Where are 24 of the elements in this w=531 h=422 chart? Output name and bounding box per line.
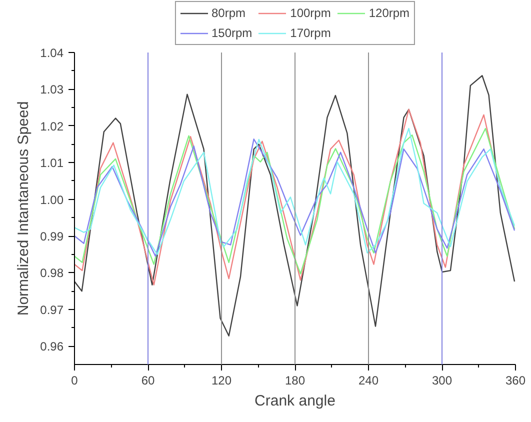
x-tick-label: 240 xyxy=(358,374,379,388)
x-tick-label: 60 xyxy=(141,374,155,388)
x-tick-label: 300 xyxy=(432,374,452,388)
y-tick-label: 1.04 xyxy=(40,46,64,60)
y-tick-label: 0.99 xyxy=(40,230,64,244)
legend-label: 170rpm xyxy=(290,26,331,40)
x-axis-title: Crank angle xyxy=(254,392,336,410)
x-tick-label: 360 xyxy=(505,374,526,388)
legend-label: 150rpm xyxy=(211,26,252,40)
y-tick-label: 0.96 xyxy=(40,340,64,354)
y-tick-label: 0.97 xyxy=(40,302,64,317)
legend-label: 100rpm xyxy=(290,6,331,20)
x-tick-label: 120 xyxy=(211,374,232,388)
y-tick-label: 1.02 xyxy=(40,119,64,134)
y-tick-label: 1.01 xyxy=(40,156,64,170)
y-tick-label: 0.98 xyxy=(40,266,64,280)
line-series xyxy=(74,75,516,336)
legend-label: 80rpm xyxy=(211,6,246,20)
y-axis-title: Normalized Intantaneous Speed xyxy=(15,101,32,316)
x-tick-label: 180 xyxy=(284,374,306,388)
y-tick-label: 1.03 xyxy=(40,82,64,97)
legend-label: 120rpm xyxy=(368,6,410,20)
y-tick-label: 1.00 xyxy=(40,192,64,207)
x-tick-label: 0 xyxy=(71,374,78,388)
